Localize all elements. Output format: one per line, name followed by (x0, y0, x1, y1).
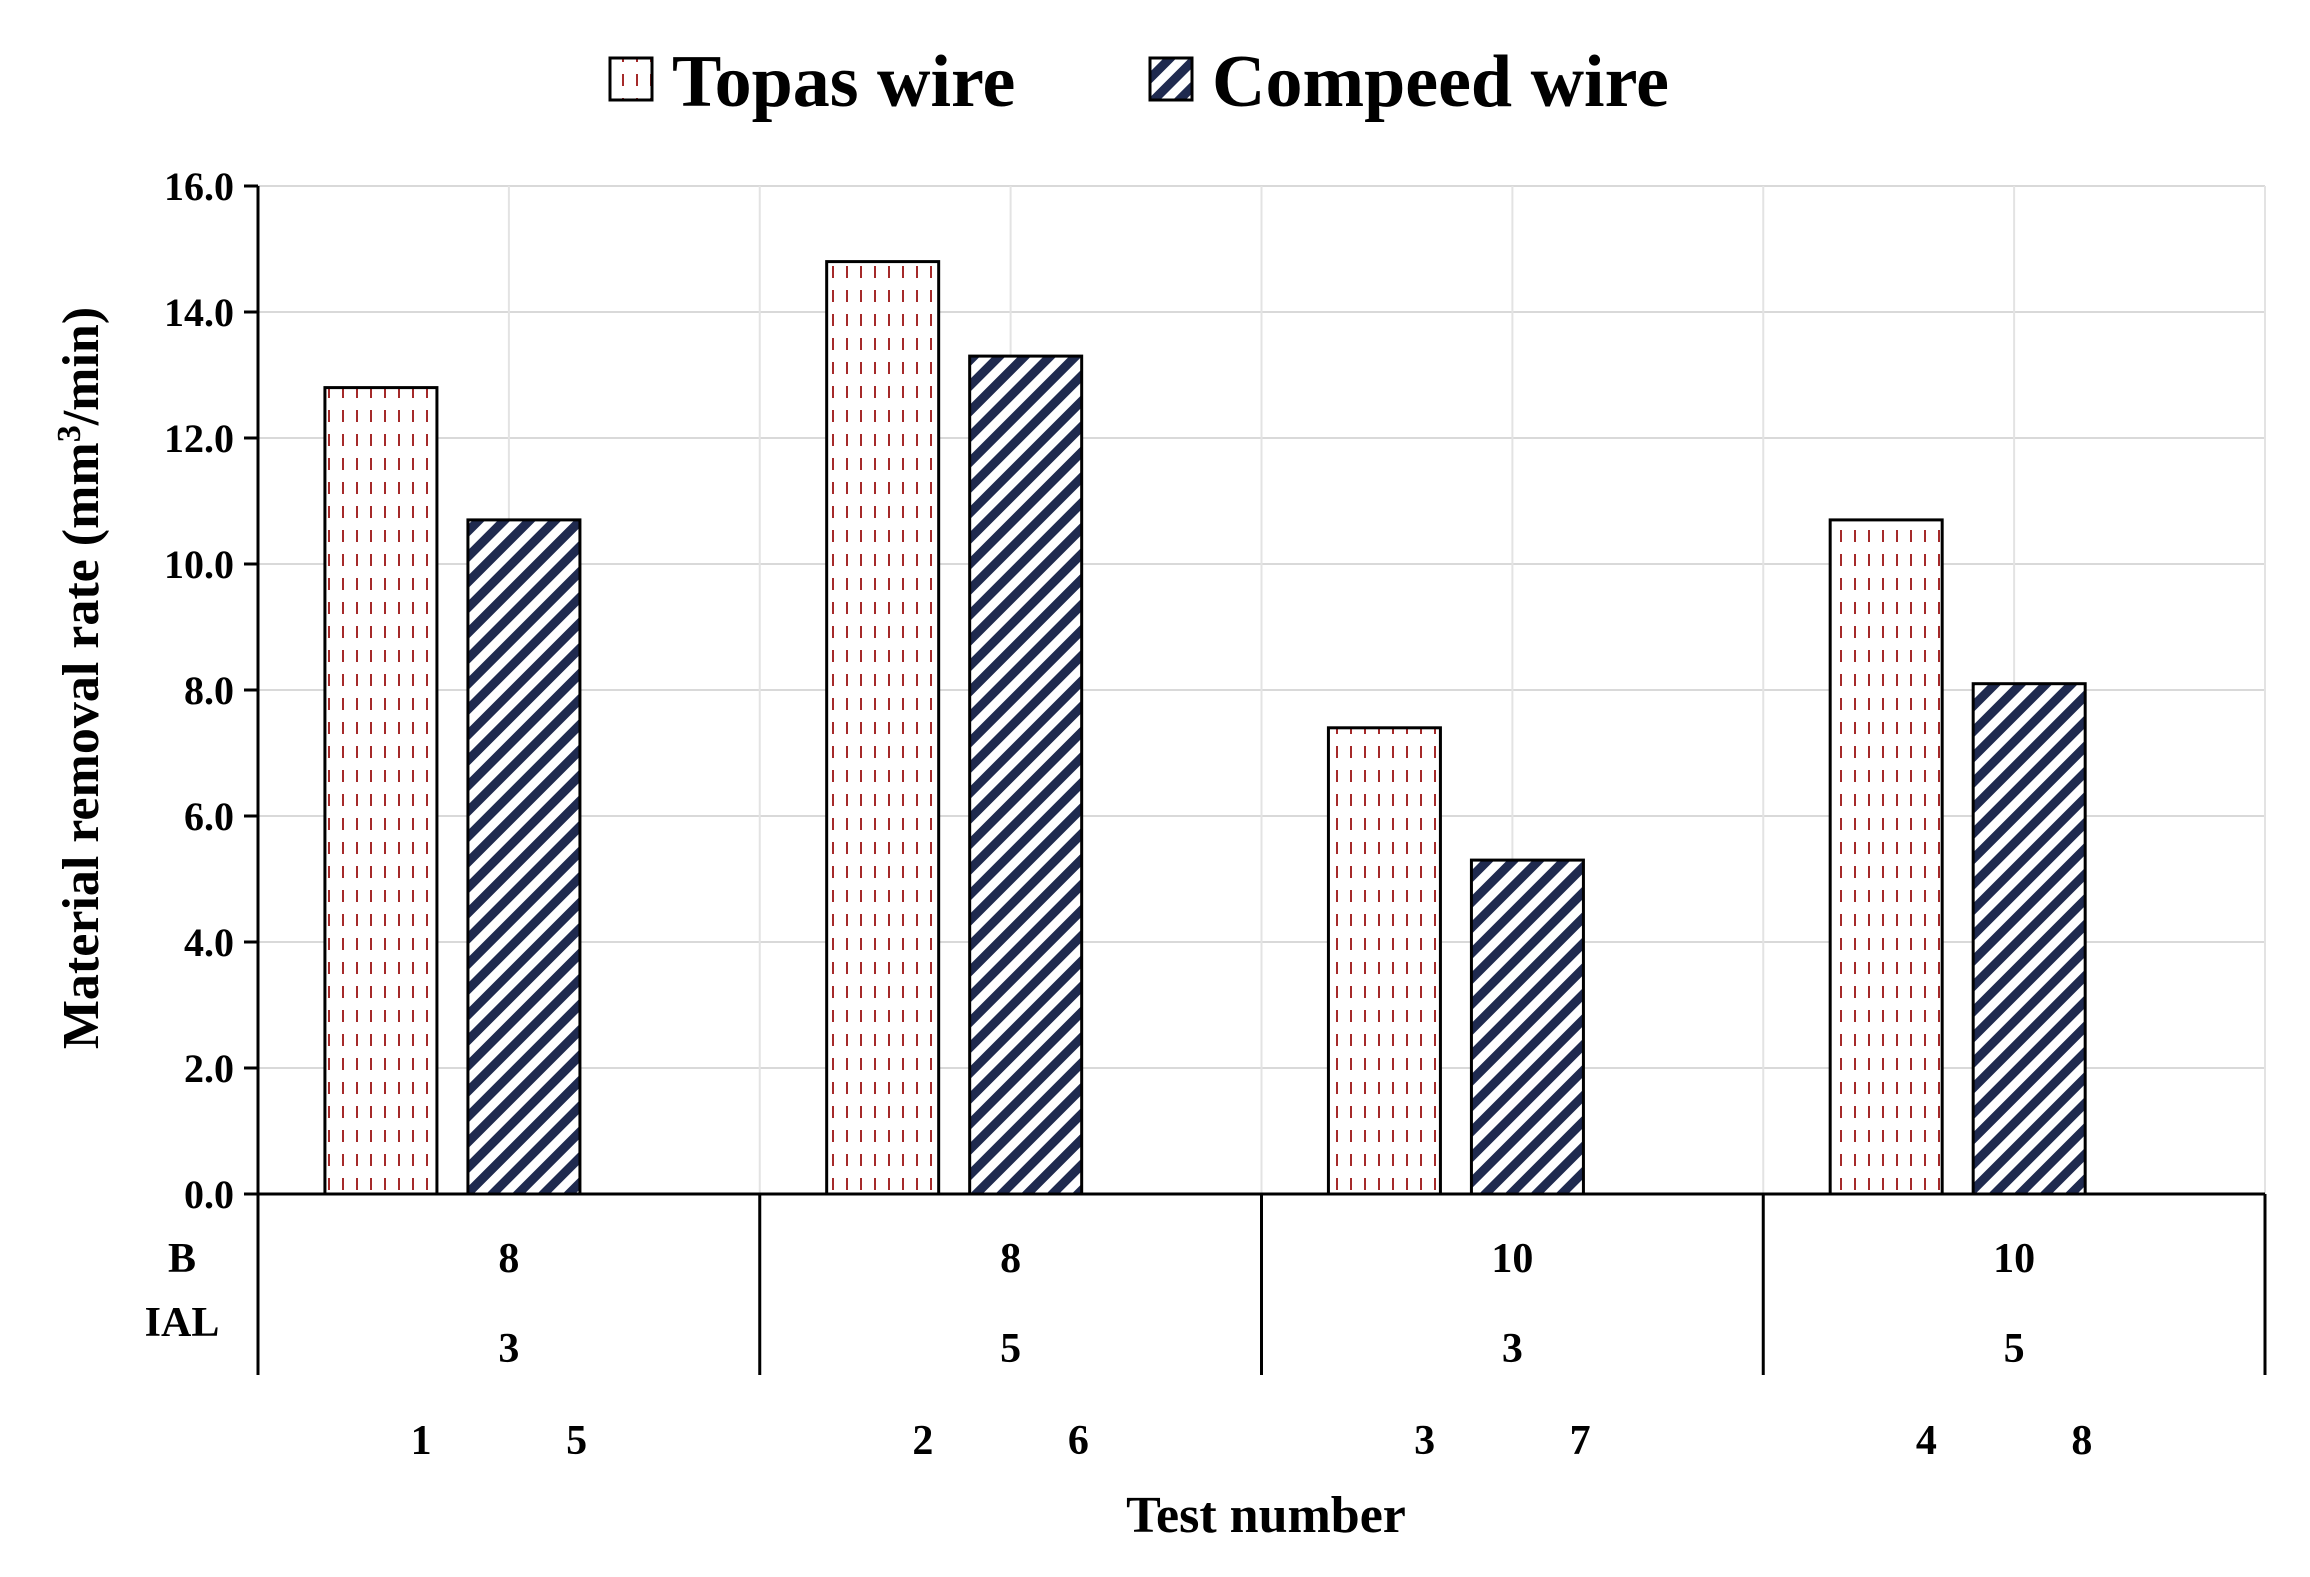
y-tick-label: 4.0 (184, 920, 234, 965)
y-tick-label: 12.0 (164, 416, 234, 461)
legend-swatch-topas (608, 56, 654, 102)
bars (323, 260, 2087, 1196)
y-tick-label: 16.0 (164, 164, 234, 209)
legend-label-topas: Topas wire (672, 41, 1015, 123)
test-number-label: 7 (1570, 1418, 1591, 1464)
bar-topas (825, 260, 941, 1196)
gridlines (258, 185, 2266, 1194)
bar-topas (323, 386, 439, 1196)
x-axis-title: Test number (1126, 1487, 1406, 1544)
test-number-label: 2 (912, 1418, 933, 1464)
bar-compeed (968, 354, 1084, 1196)
y-tick-label: 8.0 (184, 668, 234, 713)
legend: Topas wire Compeed wire (608, 41, 1669, 123)
bar-compeed (466, 518, 582, 1196)
test-number-label: 4 (1916, 1418, 1937, 1464)
group-b-value: 8 (498, 1236, 519, 1282)
test-number-label: 3 (1414, 1418, 1435, 1464)
y-tick-label: 0.0 (184, 1172, 234, 1217)
group-b-value: 10 (1993, 1236, 2035, 1282)
bar-compeed (1971, 682, 2087, 1196)
test-number-label: 8 (2071, 1418, 2092, 1464)
group-ial-value: 3 (498, 1326, 519, 1372)
test-number-label: 6 (1068, 1418, 1089, 1464)
row-label-ial: IAL (145, 1300, 220, 1346)
y-tick-label: 6.0 (184, 794, 234, 839)
group-ial-value: 5 (2004, 1326, 2025, 1372)
y-axis-title: Material removal rate (mm3/min) (51, 307, 110, 1049)
group-b-value: 8 (1000, 1236, 1021, 1282)
test-number-label: 1 (411, 1418, 432, 1464)
legend-swatch-compeed (1148, 56, 1194, 102)
y-tick-labels: 0.0 2.0 4.0 6.0 8.0 10.0 12.0 14.0 16.0 (164, 164, 234, 1217)
row-label-b: B (168, 1236, 196, 1282)
bar-topas (1326, 726, 1442, 1196)
group-ial-value: 5 (1000, 1326, 1021, 1372)
bar-topas (1828, 518, 1944, 1196)
y-tick-label: 14.0 (164, 290, 234, 335)
y-tick-label: 10.0 (164, 542, 234, 587)
test-number-label: 5 (566, 1418, 587, 1464)
axes (244, 184, 2267, 1375)
bar-compeed (1469, 858, 1585, 1196)
group-b-value: 10 (1491, 1236, 1533, 1282)
legend-label-compeed: Compeed wire (1212, 41, 1669, 123)
y-tick-label: 2.0 (184, 1046, 234, 1091)
group-ial-value: 3 (1502, 1326, 1523, 1372)
